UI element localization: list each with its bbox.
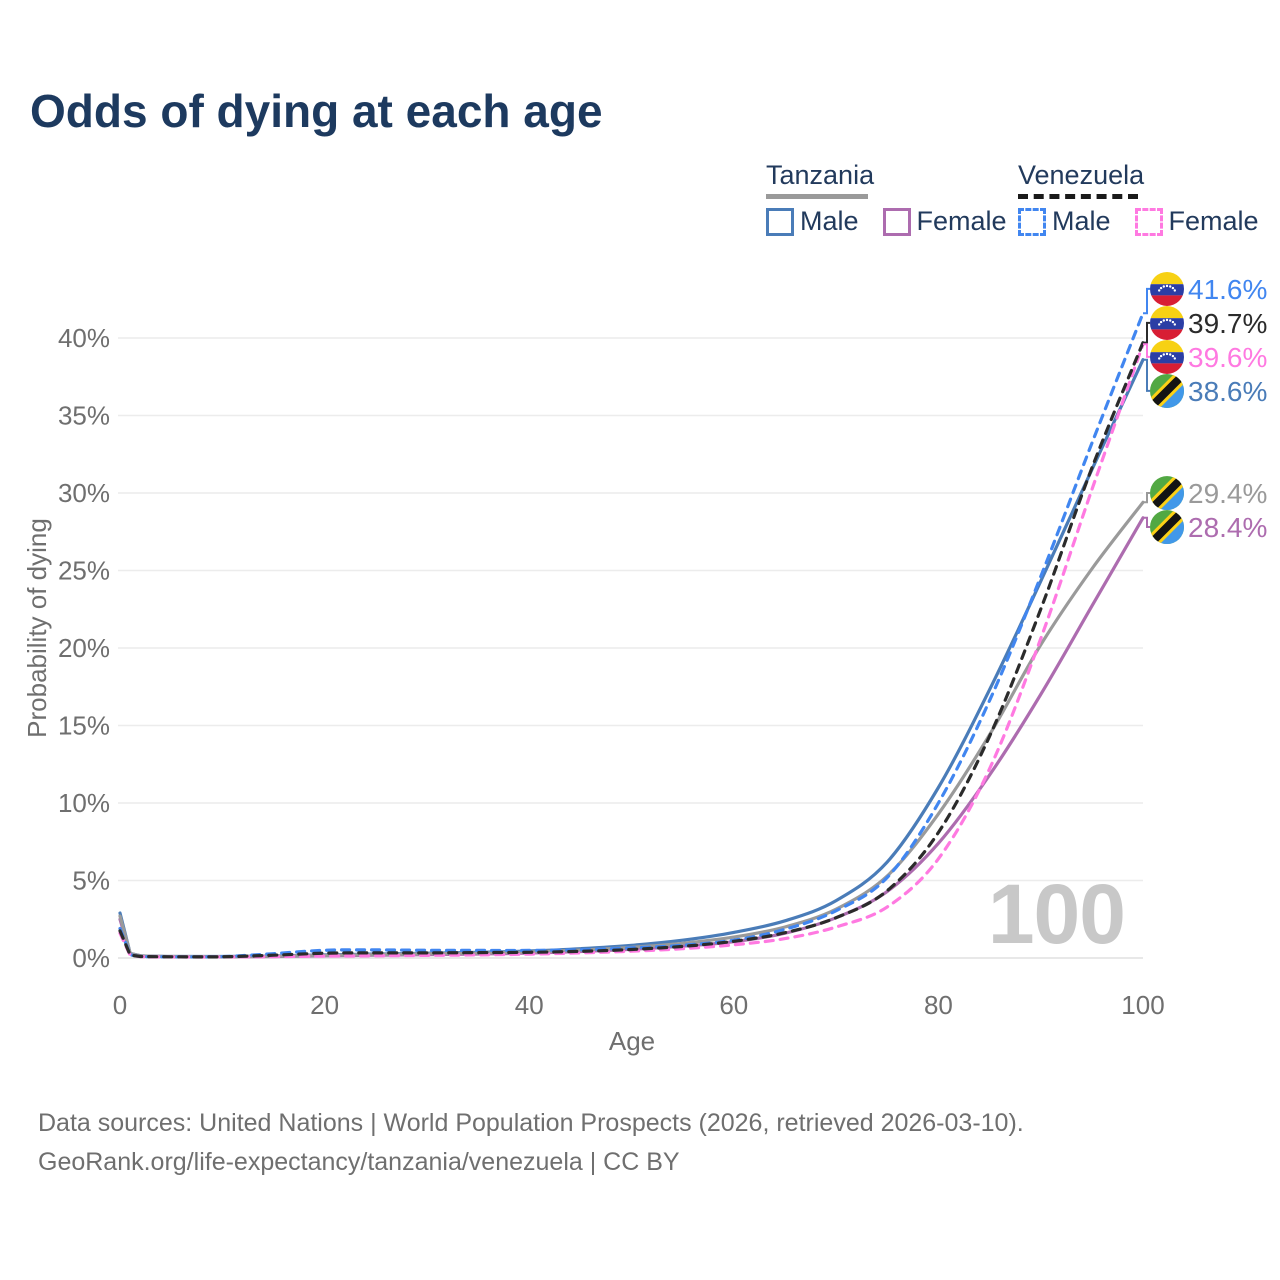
legend-tanzania-label[interactable]: Tanzania [766,160,875,190]
x-tick-label: 60 [719,990,748,1020]
legend-item-venezuela-female[interactable]: Female [1134,206,1259,237]
x-tick-label: 0 [113,990,127,1020]
venezuela-male-swatch-icon [1018,207,1046,236]
venezuela-flag-icon [1150,305,1184,340]
series-line-venezuela-combined[interactable] [118,341,1145,959]
y-axis-title: Probability of dying [22,518,52,738]
y-tick-label: 0% [72,943,110,973]
end-label-connector-tanzania-male [1143,358,1150,392]
end-label-connector-venezuela-combined [1143,321,1150,344]
legend-label: Female [1168,206,1259,236]
x-axis-title: Age [609,1026,655,1056]
series-line-tanzania-male[interactable] [118,358,1145,959]
tanzania-flag-icon [1150,373,1184,408]
series-line-venezuela-male[interactable] [118,311,1145,959]
end-label-connector-tanzania-female [1143,516,1150,528]
y-tick-label: 25% [58,556,110,586]
y-tick-label: 35% [58,401,110,431]
x-tick-label: 40 [515,990,544,1020]
legend-item-tanzania-male[interactable]: Male [766,206,859,237]
tanzania-flag-icon [1150,476,1184,511]
venezuela-female-swatch-icon [1134,207,1163,236]
legend-item-venezuela-male[interactable]: Male [1018,206,1111,237]
tanzania-male-swatch-icon [766,207,794,236]
venezuela-flag-icon [1150,339,1184,374]
legend-group-venezuela: Venezuela Male Female [1018,160,1259,237]
y-tick-label: 10% [58,788,110,818]
y-tick-label: 30% [58,478,110,508]
series-line-venezuela-female[interactable] [118,342,1145,959]
tanzania-line-swatch [766,194,868,199]
legend-item-tanzania-female[interactable]: Female [882,206,1007,237]
x-tick-label: 100 [1121,990,1164,1020]
venezuela-flag-icon [1150,271,1184,306]
chart-title: Odds of dying at each age [30,85,603,137]
tanzania-female-swatch-icon [882,207,911,236]
end-label-connector-venezuela-male [1143,287,1150,315]
legend-venezuela-label[interactable]: Venezuela [1018,160,1145,190]
venezuela-line-swatch [1018,194,1138,199]
end-label-connector-venezuela-female [1143,343,1150,358]
legend: Tanzania Male Female Venezuela Male [0,160,1280,250]
x-tick-label: 80 [924,990,953,1020]
y-tick-label: 5% [72,866,110,896]
end-label-connector-tanzania-combined [1143,492,1150,504]
end-label-venezuela-female: 39.6% [1188,342,1267,373]
hovered-age-watermark: 100 [987,867,1126,961]
end-label-tanzania-male: 38.6% [1188,376,1267,407]
tanzania-flag-icon [1150,510,1184,545]
footer: Data sources: United Nations | World Pop… [38,1104,1024,1182]
end-label-tanzania-combined: 29.4% [1188,478,1267,509]
x-tick-label: 20 [310,990,339,1020]
end-label-tanzania-female: 28.4% [1188,512,1267,543]
data-sources-line: Data sources: United Nations | World Pop… [38,1109,1024,1137]
y-tick-label: 15% [58,711,110,741]
legend-label: Female [916,206,1007,236]
legend-label: Male [1052,206,1111,236]
legend-label: Male [800,206,859,236]
end-label-venezuela-combined: 39.7% [1188,308,1267,339]
legend-group-tanzania: Tanzania Male Female [766,160,1007,237]
y-tick-label: 40% [58,323,110,353]
end-label-venezuela-male: 41.6% [1188,274,1267,305]
attribution-line: GeoRank.org/life-expectancy/tanzania/ven… [38,1148,680,1176]
y-tick-label: 20% [58,633,110,663]
